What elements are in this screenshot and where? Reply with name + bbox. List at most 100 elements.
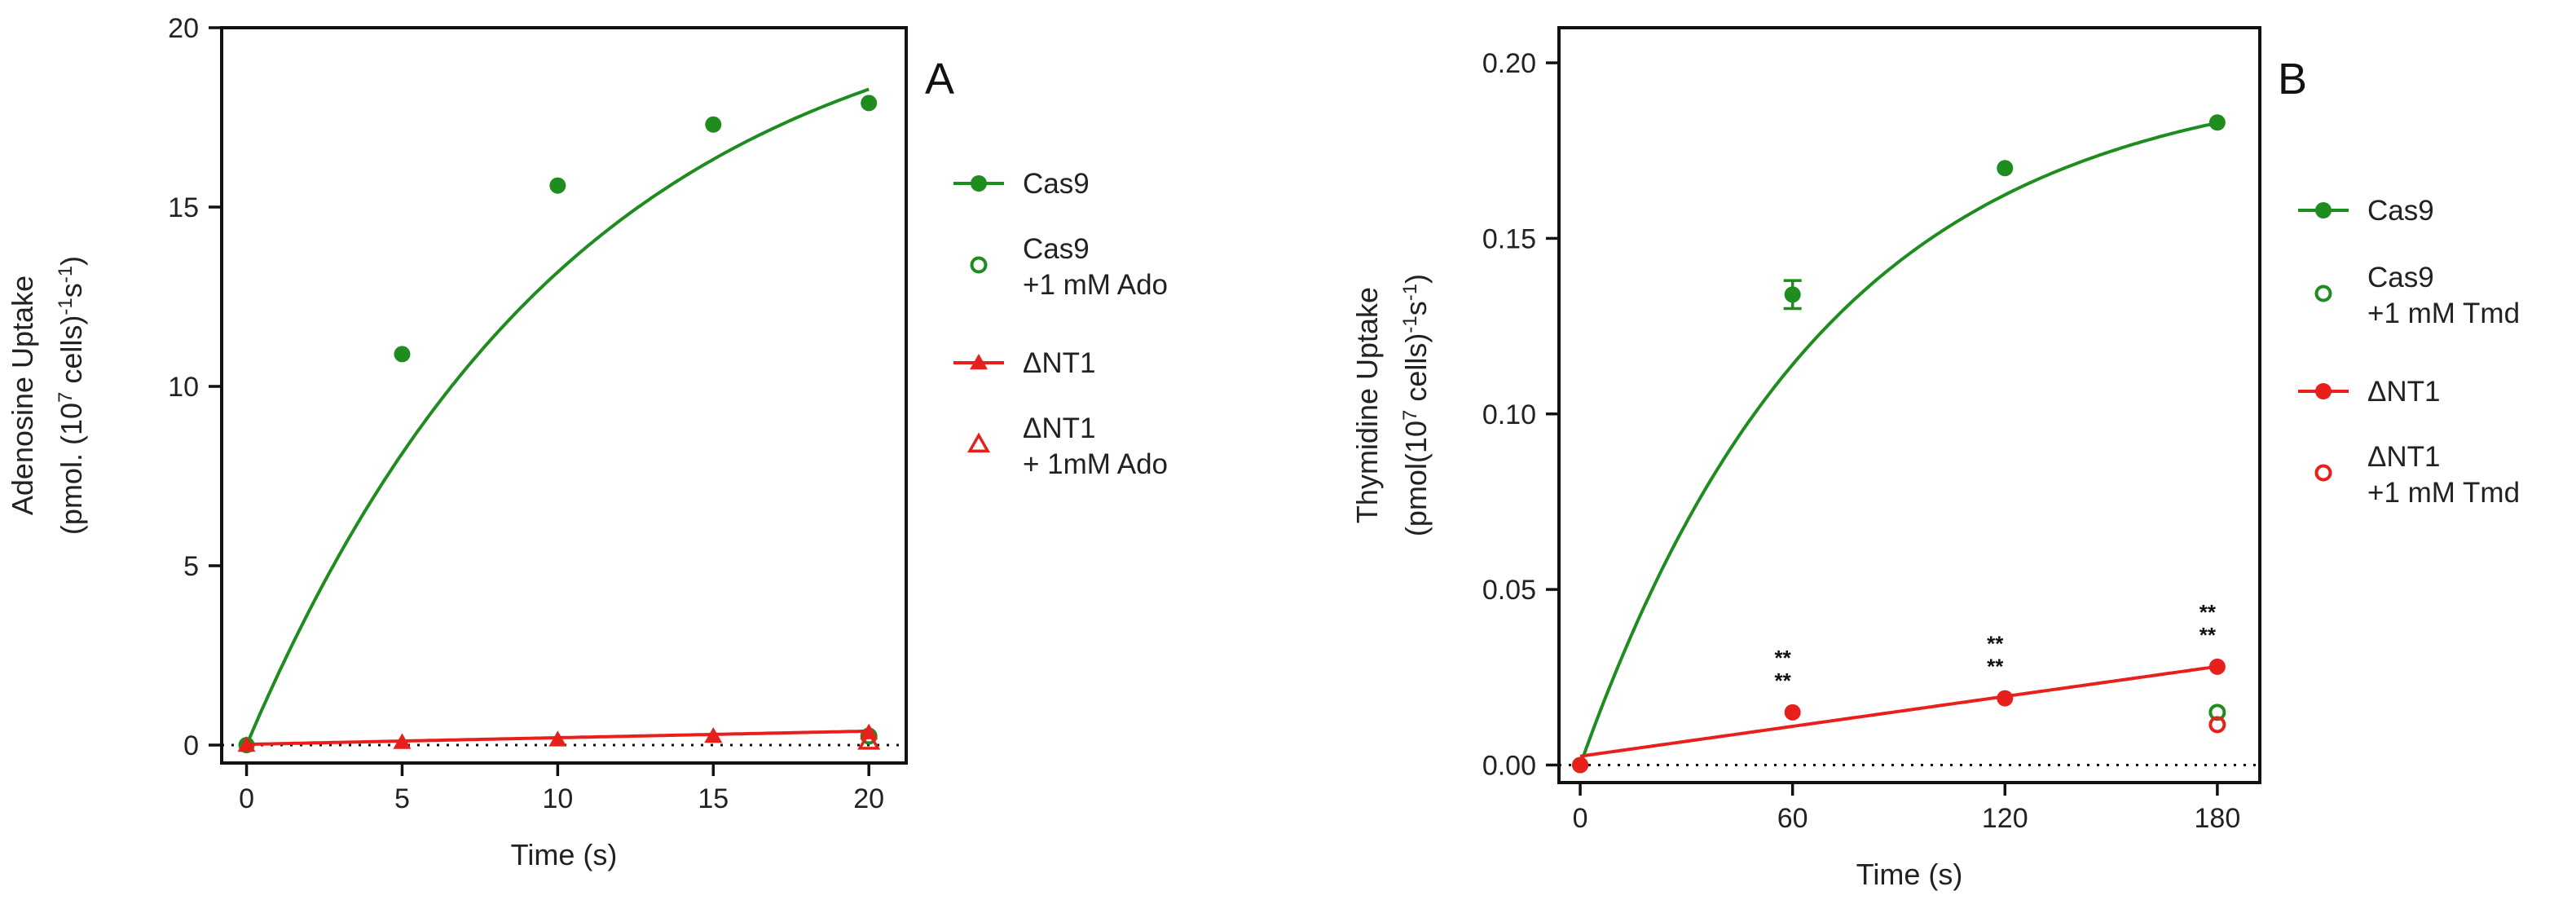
y-tick-label: 10 — [168, 372, 199, 403]
unit-text: cells) — [1399, 333, 1433, 410]
legend-label: Cas9 — [2367, 262, 2434, 293]
data-point — [2208, 114, 2226, 131]
data-point — [1572, 756, 1589, 774]
x-tick-label: 180 — [2195, 803, 2241, 834]
y-axis-title-units: (pmol. (107 cells)-1s-1) — [55, 256, 88, 535]
legend-entry: Cas9 +1 mM Ado — [970, 233, 1168, 301]
data-point — [393, 733, 412, 749]
panel-letter: B — [2278, 55, 2307, 104]
fit-curve-2 — [1579, 664, 2218, 758]
y-axis-title-units: (pmol(107 cells)-1s-1) — [1399, 274, 1433, 536]
superscript: -1 — [55, 266, 77, 283]
significance-label: ** — [1775, 668, 1792, 693]
y-tick-label: 20 — [168, 13, 199, 44]
data-point — [394, 346, 411, 363]
legend-entry: Cas9 — [2298, 195, 2434, 227]
y-tick-label: 0 — [183, 730, 199, 761]
legend-label: ΔNT1 — [2367, 441, 2441, 473]
y-tick-label: 0.10 — [1482, 399, 1536, 430]
legend-entry: ΔNT1 + 1mM Ado — [967, 412, 1168, 480]
superscript: 7 — [55, 392, 77, 403]
data-point — [1997, 690, 2014, 707]
data-point — [2208, 716, 2226, 734]
panel-letter: A — [925, 55, 954, 104]
significance-label: ** — [1987, 655, 2004, 679]
panel-A: 0 5 10 15 20 0 5 10 15 20 Time (s) Adenosine Uptake… — [6, 13, 1168, 871]
x-tick-label: 5 — [394, 783, 410, 814]
legend-marker — [970, 354, 988, 370]
legend-label: ΔNT1 — [2367, 376, 2441, 408]
legend-marker — [970, 256, 988, 274]
legend-marker — [2314, 284, 2332, 302]
x-tick-label: 20 — [853, 783, 884, 814]
x-tick-label: 10 — [542, 783, 573, 814]
data-point — [1997, 160, 2014, 177]
legend-marker — [967, 432, 991, 452]
legend-label-line2: + 1mM Ado — [1023, 448, 1168, 480]
unit-text: ) — [1399, 274, 1433, 284]
y-tick-label: 0.00 — [1482, 750, 1536, 781]
data-point — [857, 730, 881, 750]
x-axis-title: Time (s) — [511, 838, 618, 871]
legend-label: Cas9 — [1023, 168, 1090, 200]
legend-label-line2: +1 mM Tmd — [2367, 298, 2520, 329]
legend-label-line2: +1 mM Tmd — [2367, 477, 2520, 509]
legend-entry: ΔNT1 — [2298, 376, 2441, 408]
plot-frame-B — [1557, 26, 2261, 784]
unit-text: ) — [55, 256, 88, 266]
data-point — [1784, 703, 1801, 721]
legend-marker — [2315, 383, 2332, 399]
unit-text: cells) — [55, 315, 88, 392]
legend-entry: Cas9 +1 mM Tmd — [2314, 262, 2520, 329]
fit-curve-0 — [244, 87, 870, 746]
legend-entry: ΔNT1 — [953, 347, 1096, 379]
unit-text: s — [55, 283, 88, 298]
x-tick-label: 0 — [239, 783, 254, 814]
legend-label: Cas9 — [2367, 195, 2434, 227]
superscript: -1 — [55, 298, 77, 315]
y-tick-label: 0.20 — [1482, 48, 1536, 79]
data-point — [705, 116, 722, 133]
unit-text: (pmol. (10 — [55, 403, 88, 535]
y-axis-title: Thymidine Uptake — [1350, 287, 1384, 523]
y-tick-label: 5 — [183, 551, 199, 582]
x-tick-label: 120 — [1982, 803, 2028, 834]
data-point — [2208, 658, 2226, 675]
significance-label: ** — [2200, 600, 2217, 624]
x-tick-label: 15 — [698, 783, 729, 814]
x-axis-title: Time (s) — [1856, 858, 1963, 891]
y-tick-label: 15 — [168, 192, 199, 223]
legend-marker — [971, 175, 987, 192]
data-point — [1784, 286, 1801, 303]
legend-label: ΔNT1 — [1023, 412, 1096, 444]
x-tick-label: 0 — [1573, 803, 1588, 834]
data-point — [548, 730, 567, 747]
significance-label: ** — [1775, 646, 1792, 670]
superscript: -1 — [1399, 315, 1421, 333]
legend-entry: ΔNT1 +1 mM Tmd — [2314, 441, 2520, 509]
data-point — [237, 736, 256, 752]
x-tick-label: 60 — [1777, 803, 1808, 834]
legend-marker — [2315, 202, 2332, 218]
data-point — [549, 177, 566, 194]
data-point — [704, 727, 723, 743]
fit-curve-0 — [1579, 121, 2218, 766]
legend-label-line2: +1 mM Ado — [1023, 269, 1168, 301]
plot-frame-A — [220, 26, 908, 765]
legend-marker — [2314, 464, 2332, 482]
data-point — [861, 95, 878, 112]
significance-label: ** — [1987, 632, 2004, 656]
legend-label: ΔNT1 — [1023, 347, 1096, 379]
panel-B: 0 60 120 180 0.00 0.05 0.10 0.15 0.20 Time (s) Thy… — [1350, 26, 2520, 891]
y-tick-label: 0.15 — [1482, 223, 1536, 254]
y-axis-title: Adenosine Uptake — [6, 276, 39, 515]
legend-label: Cas9 — [1023, 233, 1090, 265]
legend-entry: Cas9 — [953, 168, 1090, 200]
unit-text: s — [1399, 301, 1433, 315]
y-tick-label: 0.05 — [1482, 575, 1536, 606]
superscript: -1 — [1399, 284, 1421, 301]
superscript: 7 — [1399, 410, 1421, 421]
significance-label: ** — [2200, 623, 2217, 647]
unit-text: (pmol(10 — [1399, 421, 1433, 536]
